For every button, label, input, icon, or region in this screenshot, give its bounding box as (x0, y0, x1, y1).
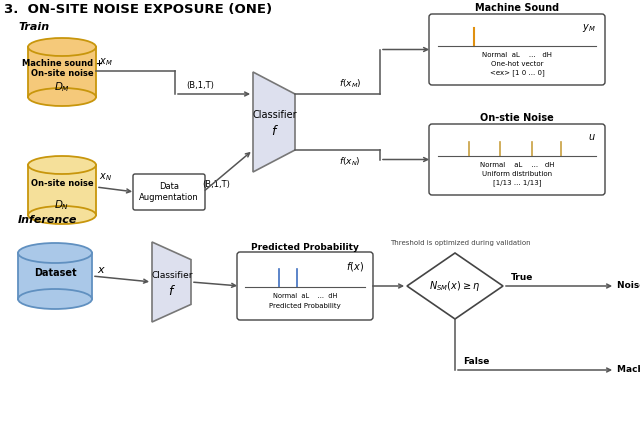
Polygon shape (28, 165, 96, 215)
Text: Predicted Probability: Predicted Probability (269, 303, 341, 309)
Text: $f(x_M)$: $f(x_M)$ (339, 77, 361, 90)
Text: Machine sound +: Machine sound + (22, 59, 102, 68)
FancyBboxPatch shape (429, 14, 605, 85)
Text: False: False (463, 357, 490, 366)
Text: $x$: $x$ (97, 265, 106, 275)
Text: $D_M$: $D_M$ (54, 80, 70, 94)
Polygon shape (18, 253, 92, 299)
Text: Noise-only data: Noise-only data (617, 282, 640, 291)
Text: Train: Train (18, 22, 49, 32)
Text: Normal  aL    ...  dH: Normal aL ... dH (273, 293, 337, 299)
Text: (B,1,T): (B,1,T) (186, 81, 214, 90)
Ellipse shape (28, 38, 96, 56)
Text: $x_N$: $x_N$ (99, 171, 112, 183)
Text: Classifier: Classifier (151, 270, 193, 280)
Ellipse shape (28, 88, 96, 106)
Text: 3.  ON-SITE NOISE EXPOSURE (ONE): 3. ON-SITE NOISE EXPOSURE (ONE) (4, 3, 272, 16)
Text: True: True (511, 273, 533, 282)
Text: Inference: Inference (18, 215, 77, 225)
Polygon shape (253, 72, 295, 172)
Text: $y_M$: $y_M$ (582, 22, 596, 34)
Text: [1/13 ... 1/13]: [1/13 ... 1/13] (493, 180, 541, 186)
Text: Predicted Probability: Predicted Probability (251, 243, 359, 252)
FancyBboxPatch shape (133, 174, 205, 210)
Text: <ex> [1 0 ... 0]: <ex> [1 0 ... 0] (490, 70, 545, 77)
FancyBboxPatch shape (237, 252, 373, 320)
Text: $f$: $f$ (271, 124, 279, 138)
Ellipse shape (28, 206, 96, 224)
Polygon shape (28, 47, 96, 97)
Text: $f$: $f$ (168, 284, 176, 298)
Polygon shape (152, 242, 191, 322)
Text: $x_M$: $x_M$ (99, 56, 113, 68)
Text: Classifier: Classifier (253, 110, 298, 120)
Text: $D_N$: $D_N$ (54, 198, 70, 212)
Text: One-hot vector: One-hot vector (491, 61, 543, 67)
Text: On-stie Noise: On-stie Noise (480, 113, 554, 123)
Text: Threshold is optimized during validation: Threshold is optimized during validation (390, 240, 531, 246)
FancyBboxPatch shape (429, 124, 605, 195)
Text: Uniform distribution: Uniform distribution (482, 171, 552, 177)
Text: $f(x_N)$: $f(x_N)$ (339, 156, 361, 169)
Text: Data
Augmentation: Data Augmentation (139, 182, 199, 202)
Text: On-site noise: On-site noise (31, 70, 93, 79)
Text: $f(x)$: $f(x)$ (346, 260, 364, 273)
Text: Dataset: Dataset (34, 268, 76, 278)
Text: Normal    aL    ...   dH: Normal aL ... dH (480, 162, 554, 168)
Text: $u$: $u$ (588, 132, 596, 142)
Ellipse shape (18, 243, 92, 263)
Ellipse shape (28, 156, 96, 174)
Text: Normal  aL    ...   dH: Normal aL ... dH (482, 52, 552, 58)
Text: (B,1,T): (B,1,T) (202, 180, 230, 189)
Ellipse shape (18, 289, 92, 309)
Text: Machine sound: Machine sound (617, 366, 640, 375)
Text: Machine Sound: Machine Sound (475, 3, 559, 13)
Polygon shape (407, 253, 503, 319)
Text: $N_{SM}(x) \geq \eta$: $N_{SM}(x) \geq \eta$ (429, 279, 481, 293)
Text: On-site noise: On-site noise (31, 178, 93, 187)
